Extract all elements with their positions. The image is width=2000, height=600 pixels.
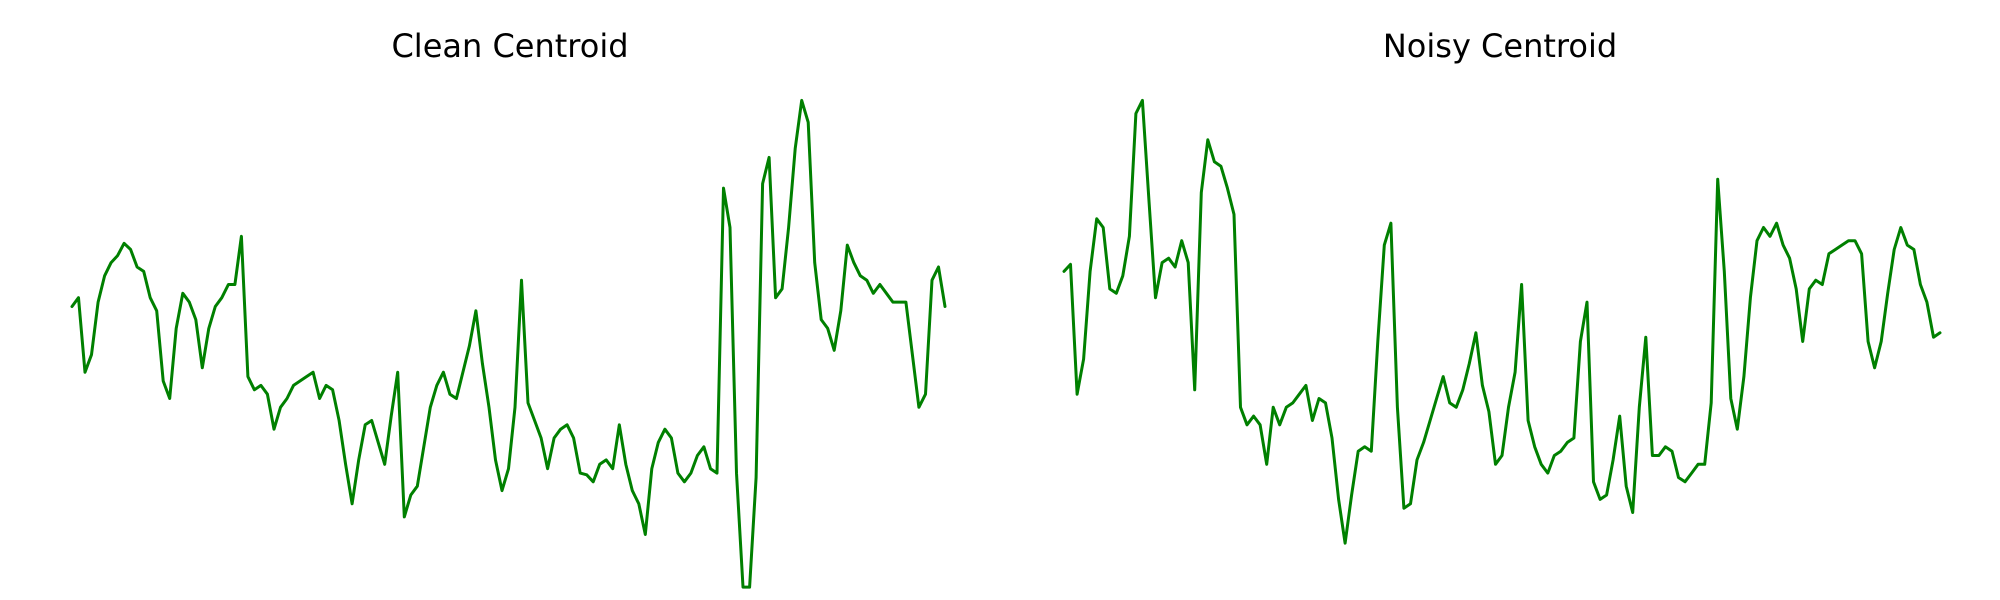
noisy-centroid-panel: Noisy Centroid xyxy=(1062,27,1942,545)
noisy-centroid-line xyxy=(1062,98,1942,545)
noisy-centroid-title: Noisy Centroid xyxy=(1383,27,1617,65)
clean-centroid-title: Clean Centroid xyxy=(391,27,628,65)
clean-centroid-panel: Clean Centroid xyxy=(70,27,947,589)
clean-centroid-line xyxy=(70,98,947,589)
